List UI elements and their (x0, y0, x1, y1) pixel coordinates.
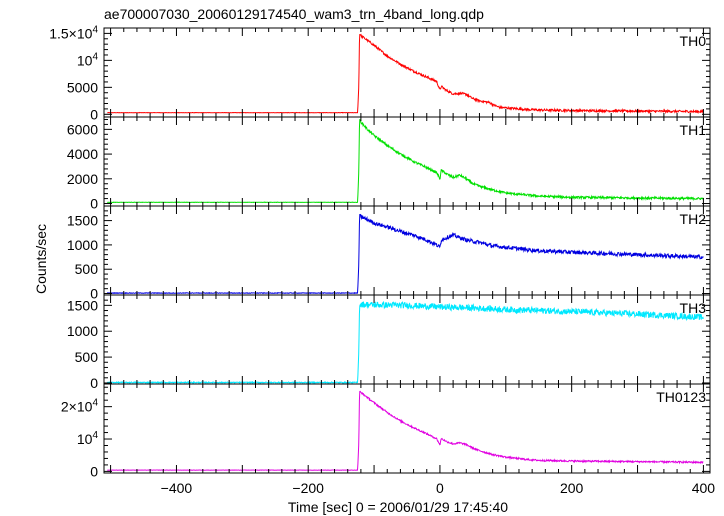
chart-title: ae700007030_20060129174540_wam3_trn_4ban… (104, 6, 484, 22)
y-tick-label: 104 (77, 51, 99, 68)
y-tick-label: 1500 (67, 213, 98, 229)
y-tick-label: 0 (90, 106, 98, 122)
panel-frame (103, 27, 711, 118)
series-line-th0123 (107, 390, 704, 471)
series-line-th2 (106, 213, 704, 295)
panel-th3: 0 500 1000 1500 TH3 (67, 294, 711, 391)
y-tick-label: 2000 (67, 171, 98, 187)
y-tick-label: 0 (90, 463, 98, 479)
y-tick-label: 5000 (67, 79, 98, 95)
panel-th0123: 0 104 2×104 TH0123 (61, 383, 711, 479)
panel-frame (103, 205, 711, 296)
panel-th2: 0 500 1000 1500 TH2 (67, 205, 711, 302)
y-tick-exponent: 4 (92, 24, 98, 35)
panel-label-th1: TH1 (680, 122, 707, 138)
y-tick-label: 2×104 (61, 398, 99, 415)
y-tick-label: 0 (90, 196, 98, 212)
panel-label-th0123: TH0123 (656, 389, 706, 405)
y-tick-label: 1000 (67, 237, 98, 253)
x-axis-label: Time [sec] 0 = 2006/01/29 17:45:40 (288, 499, 508, 515)
panel-frame (103, 383, 711, 474)
panel-label-th0: TH0 (680, 33, 707, 49)
y-tick-exponent: 4 (92, 398, 98, 409)
panel-th1: 0 2000 4000 6000 TH1 (67, 116, 711, 212)
panel-frame (103, 116, 711, 207)
y-tick-label: 0 (90, 375, 98, 391)
x-tick-label: 0 (436, 480, 444, 496)
series-line-th3 (106, 300, 704, 385)
y-tick-label: 500 (75, 261, 99, 277)
y-tick-label: 500 (75, 349, 99, 365)
y-axis-label: Counts/sec (33, 224, 49, 294)
series-line-th0 (107, 33, 704, 115)
y-tick-label: 0 (90, 286, 98, 302)
y-tick-exponent: 4 (92, 430, 98, 441)
y-tick-label: 4000 (67, 146, 98, 162)
series-line-th1 (107, 119, 704, 204)
y-tick-label: 104 (77, 430, 99, 447)
panel-frame (103, 294, 711, 385)
panel-th0: 0 5000 104 1.5×104 TH0 (49, 24, 711, 122)
y-tick-label: 1.5×104 (49, 24, 98, 41)
y-tick-label: 1000 (67, 323, 98, 339)
x-tick-label: −200 (292, 480, 324, 496)
x-tick-label: 400 (692, 480, 716, 496)
panel-label-th3: TH3 (680, 300, 707, 316)
y-tick-exponent: 4 (92, 51, 98, 62)
y-tick-label: 6000 (67, 121, 98, 137)
x-tick-label: −400 (161, 480, 193, 496)
panel-label-th2: TH2 (680, 211, 707, 227)
x-tick-label: 200 (560, 480, 584, 496)
y-tick-label: 1500 (67, 297, 98, 313)
